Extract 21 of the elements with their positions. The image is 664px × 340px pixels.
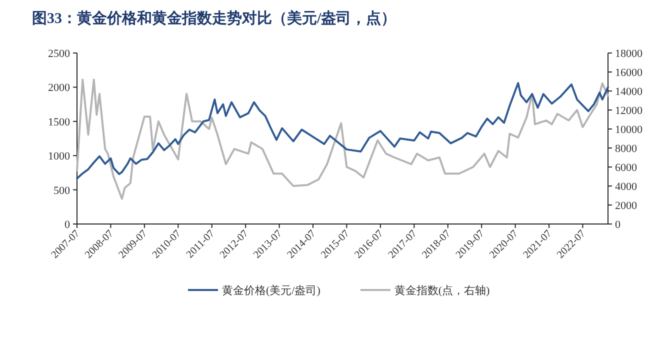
line-series: [76, 78, 609, 200]
y2-tick-label: 6000: [615, 162, 638, 174]
y2-tick-label: 10000: [615, 124, 643, 136]
y-tick-label: 1500: [48, 116, 70, 128]
legend-label: 黄金价格(美元/盎司): [222, 284, 321, 297]
y-tick-label: 2000: [48, 82, 70, 94]
y2-tick-label: 0: [615, 219, 621, 231]
y-tick-label: 2500: [48, 48, 70, 60]
line-series: [76, 82, 609, 180]
y2-tick-label: 14000: [615, 86, 643, 98]
legend-label: 黄金指数(点，右轴): [394, 284, 490, 297]
y-tick-label: 500: [54, 184, 70, 197]
y2-tick-label: 2000: [615, 200, 638, 212]
y-tick-label: 1000: [48, 150, 70, 163]
y-tick-label: 0: [64, 219, 70, 231]
y2-tick-label: 4000: [615, 181, 638, 193]
y2-tick-label: 12000: [615, 105, 643, 117]
y2-tick-label: 18000: [615, 48, 643, 60]
y2-tick-label: 16000: [615, 67, 643, 79]
chart-title: 图33：黄金价格和黄金指数走势对比（美元/盎司，点）: [32, 9, 396, 27]
y2-tick-label: 8000: [615, 143, 638, 155]
